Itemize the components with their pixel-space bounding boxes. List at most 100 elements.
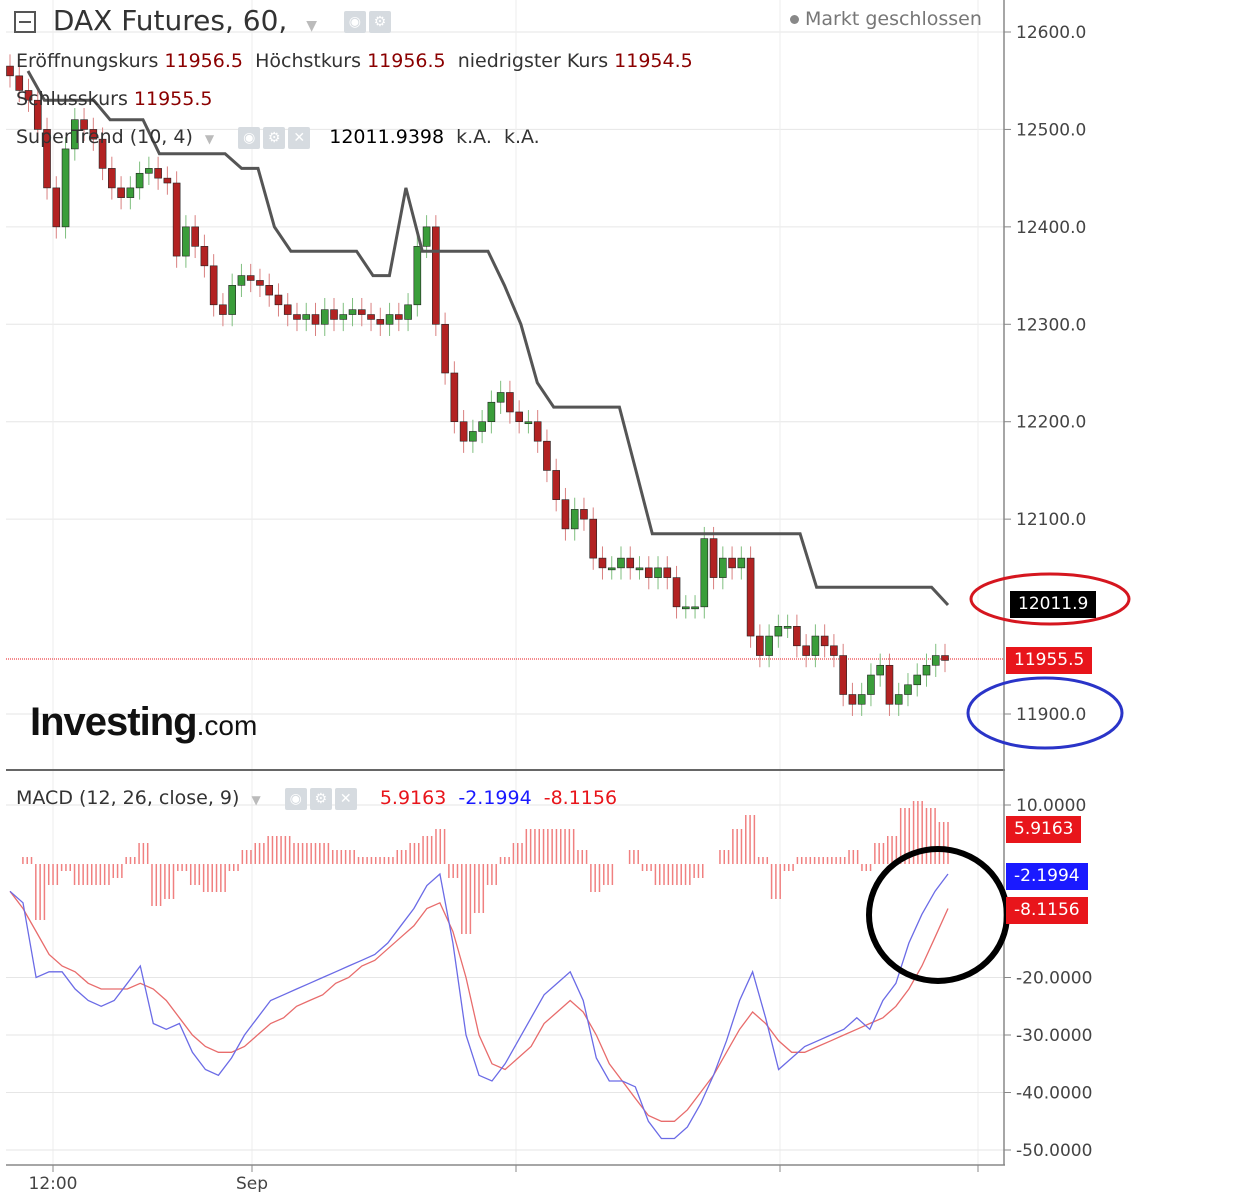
candle (246, 263, 255, 293)
candle (6, 54, 14, 88)
candle (524, 410, 533, 434)
macd-gridlines (6, 804, 1004, 1151)
open-label: Eröffnungskurs (16, 50, 159, 72)
chevron-down-icon[interactable]: ▼ (251, 793, 261, 807)
market-status: Markt geschlossen (790, 8, 982, 30)
eye-icon[interactable]: ◉ (238, 126, 261, 149)
eye-icon[interactable]: ◉ (284, 787, 307, 810)
candle (200, 234, 209, 278)
high-value: 11956.5 (367, 50, 446, 72)
gear-icon[interactable]: ⚙ (263, 126, 286, 149)
candle (904, 673, 912, 707)
close-icon[interactable]: ✕ (334, 787, 357, 810)
candle (145, 156, 153, 185)
supertrend-value: 12011.9398 (329, 126, 445, 148)
candle (339, 302, 348, 332)
supertrend-value-2: k.A. (456, 126, 492, 148)
candle (617, 546, 625, 580)
candle (413, 234, 422, 317)
macd-tick-label: -20.0000 (1016, 969, 1092, 989)
candle (61, 137, 70, 239)
candle (839, 643, 847, 707)
price-axis-ticks: 12600.0 12500.0 12400.0 12300.0 12200.0 12100… (52, 23, 1092, 1172)
gear-icon[interactable]: ⚙ (368, 11, 391, 33)
price-tick-label: 12600.0 (1016, 23, 1086, 43)
macd-line-tag: -2.1994 (1006, 863, 1088, 890)
macd-label: MACD (12, 26, close, 9) (16, 787, 240, 809)
candle (820, 624, 829, 658)
macd-signal-tag: -8.1156 (1006, 897, 1088, 924)
candle (209, 254, 218, 317)
candle (265, 273, 274, 307)
candle (43, 117, 51, 200)
candle (108, 156, 116, 200)
candle (552, 458, 560, 512)
candle (589, 507, 598, 570)
candle (274, 283, 283, 317)
candle (848, 682, 857, 716)
status-text: Markt geschlossen (805, 8, 982, 30)
macd-tick-label: -30.0000 (1016, 1026, 1092, 1046)
candle (395, 302, 403, 332)
candlestick-series (6, 54, 949, 716)
candle (432, 215, 440, 336)
macd-tick-label: 10.0000 (1016, 796, 1086, 816)
candle (348, 297, 357, 327)
close-icon[interactable]: ✕ (288, 126, 311, 149)
low-value: 11954.5 (614, 50, 693, 72)
annotation-blue-ellipse (966, 676, 1124, 750)
macd-line (9, 872, 949, 1140)
candle (89, 117, 98, 151)
price-tick-label: 12100.0 (1016, 510, 1086, 530)
candle (496, 380, 505, 414)
candle (654, 556, 662, 590)
candle (719, 546, 727, 590)
candle (515, 400, 523, 434)
candle (163, 166, 172, 195)
candle (709, 526, 718, 590)
candle (570, 497, 579, 541)
chevron-down-icon[interactable]: ▼ (306, 18, 317, 34)
ohlc-row: Eröffnungskurs 11956.5 Höchstkurs 11956.… (16, 50, 693, 72)
low-label: niedrigster Kurs (457, 50, 609, 72)
candle (802, 634, 810, 668)
candle (330, 297, 338, 332)
candle (302, 302, 311, 332)
candle (941, 643, 949, 673)
candle (478, 410, 486, 444)
candle (543, 429, 551, 483)
candle (237, 263, 246, 298)
candle (783, 614, 792, 639)
macd-tick-label: -50.0000 (1016, 1141, 1092, 1161)
candle (700, 526, 709, 619)
candle (135, 161, 144, 200)
candle (885, 653, 894, 716)
candle (533, 410, 542, 453)
annotation-black-circle (866, 846, 1010, 984)
price-gridlines (6, 0, 1004, 1165)
annotation-red-ellipse (969, 572, 1131, 626)
candle (52, 176, 61, 239)
price-tick-label: 12300.0 (1016, 315, 1086, 335)
eye-icon[interactable]: ◉ (343, 11, 366, 33)
gear-icon[interactable]: ⚙ (309, 787, 332, 810)
macd-tick-label: -40.0000 (1016, 1084, 1092, 1104)
candle (607, 556, 616, 580)
time-tick-label: 12:00 (29, 1174, 78, 1192)
candle (663, 556, 672, 590)
price-tick-label: 11900.0 (1016, 705, 1086, 725)
collapse-icon[interactable] (14, 11, 36, 33)
candle (746, 546, 755, 648)
logo-suffix: .com (196, 710, 258, 741)
macd-signal-value: -8.1156 (543, 787, 618, 809)
macd-histogram (22, 801, 949, 934)
close-value: 11955.5 (133, 88, 213, 110)
macd-hist-value: 5.9163 (379, 787, 447, 809)
candle (441, 312, 449, 385)
macd-hist-tag: 5.9163 (1006, 816, 1082, 843)
candle (469, 419, 477, 453)
chevron-down-icon[interactable]: ▼ (204, 132, 215, 146)
candle (867, 663, 875, 707)
candle (506, 380, 514, 424)
